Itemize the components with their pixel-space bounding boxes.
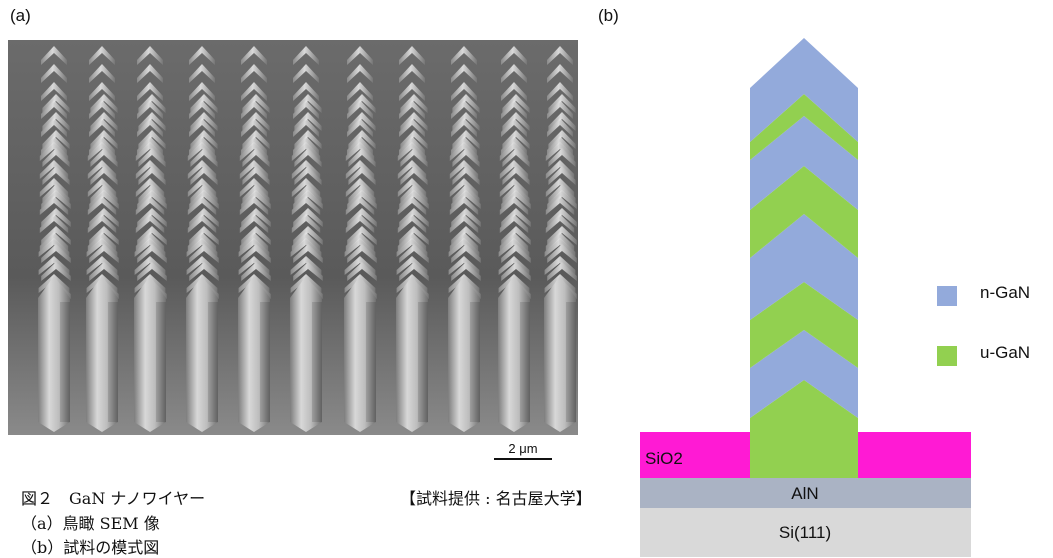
sem-micrograph <box>8 40 578 435</box>
figure-caption-item-b: （b）試料の模式図 <box>21 534 159 558</box>
legend-label-u-gan: u-GaN <box>980 343 1030 363</box>
nanowire-shade <box>312 302 322 422</box>
figure-caption-title: 図２ GaN ナノワイヤー <box>21 485 205 509</box>
nanowire-shade <box>60 302 70 422</box>
sio2-label: SiO2 <box>645 449 683 468</box>
substrate-label: Si(111) <box>779 523 831 542</box>
scale-bar-label: 2 μm <box>494 441 552 456</box>
nanowire-shade <box>156 302 166 422</box>
nanowire-shade <box>520 302 530 422</box>
aln-label: AlN <box>791 484 818 503</box>
nanowire-shade <box>418 302 428 422</box>
nanowire-shade <box>566 302 576 422</box>
nanowire-shade <box>366 302 376 422</box>
scale-bar <box>494 458 552 460</box>
nanowire <box>750 38 858 478</box>
legend-swatch-n-gan <box>937 286 957 306</box>
legend-swatch-u-gan <box>937 346 957 366</box>
nanowire-shade <box>260 302 270 422</box>
figure-caption-item-a: （a）鳥瞰 SEM 像 <box>21 510 160 534</box>
legend-label-n-gan: n-GaN <box>980 283 1030 303</box>
panel-b-label: (b) <box>598 6 619 26</box>
figure-caption-source: 【試料提供 : 名古屋大学】 <box>400 485 592 509</box>
nanowire-shade <box>108 302 118 422</box>
panel-a-label: (a) <box>10 6 31 26</box>
nanowire-shade <box>470 302 480 422</box>
nanowire-shade <box>208 302 218 422</box>
sample-schematic: SiO2 AlN Si(111) <box>640 0 1053 557</box>
